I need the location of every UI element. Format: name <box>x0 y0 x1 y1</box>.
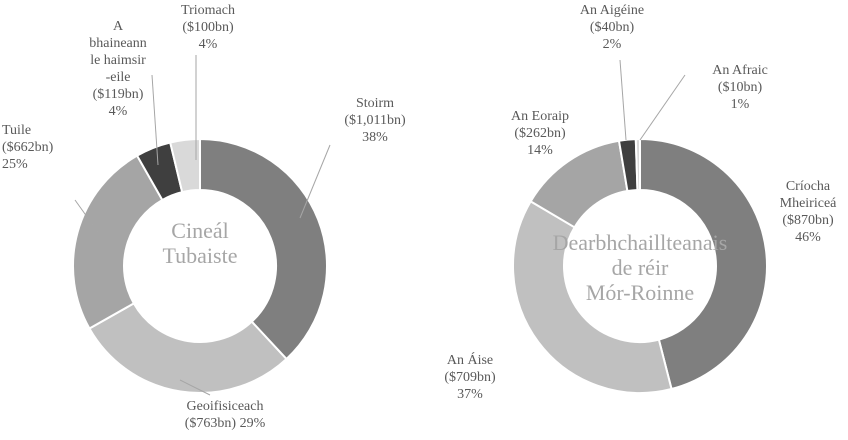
value-label: ($262bn) <box>514 126 566 141</box>
category-label: A bhaineann le haimsir -eile <box>89 19 147 85</box>
title-line: Mór-Roinne <box>585 280 695 305</box>
donut-slice <box>639 137 768 391</box>
leader-line <box>619 59 627 141</box>
slice-label: An Afraic ($10bn) 1% <box>695 62 785 113</box>
category-label: An Aigéine <box>579 3 645 18</box>
category-label: Críocha Mheiriceá <box>779 179 837 211</box>
value-label: ($10bn) <box>717 80 763 95</box>
value-label: ($709bn) <box>444 370 496 385</box>
share-label: 46% <box>795 230 821 245</box>
share-label: 29% <box>239 416 266 431</box>
donut-slice <box>72 154 164 330</box>
donut-slice <box>512 199 673 394</box>
share-label: 2% <box>602 37 622 52</box>
donut-slice <box>199 137 328 361</box>
slice-label: A bhaineann le haimsir -eile ($119bn) 4% <box>88 18 148 120</box>
donut-slice <box>169 137 201 194</box>
share-label: 37% <box>457 387 483 402</box>
slice-label: Triomach ($100bn) 4% <box>168 2 248 53</box>
center-title: Dearbhchaillteanais de réir Mór-Roinne <box>545 230 735 305</box>
value-label: ($662bn) <box>2 140 54 155</box>
value-label: ($40bn) <box>589 20 635 35</box>
slice-label: An Aigéine ($40bn) 2% <box>572 2 652 53</box>
title-line: Cineál <box>171 218 229 243</box>
value-label: ($119bn) <box>92 87 144 102</box>
category-label: Geoifisiceach <box>186 399 264 414</box>
donut-slice <box>634 137 641 192</box>
slice-label: Tuile ($662bn) 25% <box>2 122 62 173</box>
slice-label: Críocha Mheiriceá ($870bn) 46% <box>768 178 848 246</box>
donut-slice <box>88 302 288 394</box>
value-label: ($100bn) <box>182 20 234 35</box>
share-label: 1% <box>730 97 750 112</box>
value-label: ($870bn) <box>782 213 834 228</box>
slice-label: Geoifisiceach ($763bn) 29% <box>165 398 285 432</box>
share-label: 38% <box>362 130 388 145</box>
leader-line <box>639 74 686 141</box>
leader-line <box>74 199 101 236</box>
title-line: Tubaiste <box>162 243 238 268</box>
share-label: 25% <box>2 157 28 172</box>
center-title: Cineál Tubaiste <box>115 218 285 268</box>
slice-label: An Eoraip ($262bn) 14% <box>495 108 585 159</box>
value-label: ($1,011bn) <box>344 113 406 128</box>
category-label: An Afraic <box>712 63 768 78</box>
share-label: 4% <box>198 37 218 52</box>
value-label: ($763bn) <box>184 416 237 431</box>
share-label: 4% <box>108 104 128 119</box>
slice-label: Stoirm ($1,011bn) 38% <box>330 95 420 146</box>
leader-line <box>151 74 159 166</box>
category-label: Tuile <box>2 123 32 138</box>
slice-label: An Áise ($709bn) 37% <box>428 352 512 403</box>
leader-line <box>299 144 331 219</box>
title-line: de réir <box>611 255 669 280</box>
leader-line <box>179 379 211 396</box>
category-label: An Eoraip <box>511 109 569 124</box>
category-label: Stoirm <box>355 96 395 111</box>
title-line: Dearbhchaillteanais <box>552 230 728 255</box>
share-label: 14% <box>527 143 553 158</box>
category-label: An Áise <box>446 353 494 368</box>
category-label: Triomach <box>181 3 235 18</box>
